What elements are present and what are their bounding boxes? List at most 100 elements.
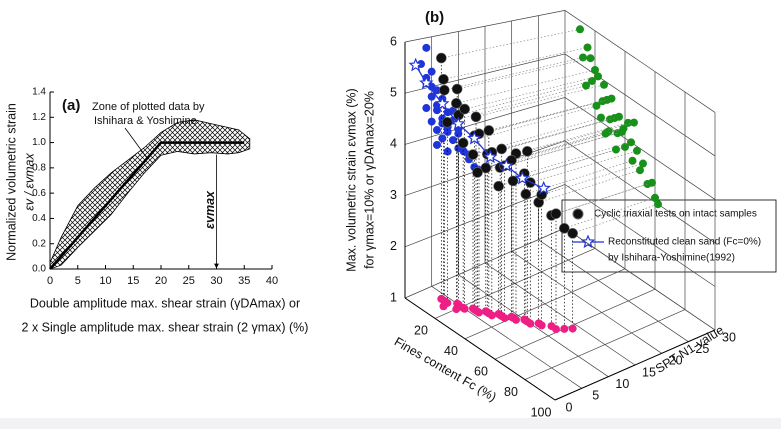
data-point [520,188,532,200]
wall-projection [615,112,623,121]
wall-grid-line [404,227,566,299]
data-point [419,75,434,90]
wall-grid-line [564,184,716,287]
projection-line [500,132,618,168]
wall-grid-line [564,10,716,113]
wall-projection [648,178,656,187]
wall-projection [433,140,441,149]
x-tick-label: 10 [99,275,111,287]
floor-projection [507,312,516,321]
data-point [439,84,450,96]
floor-projection [552,325,560,334]
wall-grid-line [404,97,566,145]
wall-projection [628,156,637,165]
projection-line [447,85,587,123]
x-tick-label: 100 [531,405,552,419]
wall-projection [583,43,592,52]
z-tick-label: 5 [390,85,397,99]
box-edge [404,297,556,401]
x-tick-label: 60 [474,364,488,378]
z-tick-label: 3 [390,188,397,202]
wall-projection [427,92,436,101]
wall-projection [601,129,610,138]
projection-line [572,203,659,234]
floor-projection [459,303,468,312]
wall-projection [443,108,452,117]
projection-line [443,47,588,80]
floor-projection [560,324,569,333]
x-tick-label: 5 [75,275,81,287]
data-band [49,119,251,270]
wall-projection [592,101,601,110]
data-point [408,57,423,72]
data-point [451,83,463,95]
wall-projection [582,81,590,90]
projection-line [475,84,605,118]
wall-projection [612,145,620,154]
data-point [442,117,453,128]
wall-projection [427,67,436,76]
panel-label: (b) [425,9,444,26]
z-tick-label: 2 [390,239,397,253]
floor-grid-line [538,239,689,342]
x-tick-label: 20 [414,324,428,338]
data-point [567,228,578,239]
panel-label: (a) [62,97,80,114]
x-tick-label: 0 [47,275,53,287]
z-axis-label: for γmax=10% or γDAmax=20% [362,91,376,269]
wall-projection [422,43,431,52]
wall-projection [627,138,635,147]
z-tick-label: 1 [390,290,397,304]
wall-projection [607,94,616,103]
projection-line [478,99,608,135]
y-tick-label: 0.6 [32,188,46,199]
data-point [515,170,530,185]
x-tick-label: 40 [444,344,458,358]
y-tick-label: 0.0 [32,264,46,275]
floor-projection [568,324,577,333]
projection-line [504,131,623,167]
wall-projection [600,80,608,89]
data-point [435,96,450,110]
floor-projection [443,298,452,307]
wall-projection [588,76,596,85]
box-edge [554,329,716,401]
y-tick-label: 15 [642,365,656,379]
projection-line [555,182,653,214]
projection-line [527,122,635,152]
data-point [451,98,462,109]
wall-projection [591,65,599,74]
annotation: Zone of plotted data by [92,101,205,113]
floor-projection [481,307,490,316]
data-point [436,52,447,64]
wall-projection [594,72,602,81]
x-tick-label: 80 [504,385,518,399]
wall-projection [433,86,441,95]
data-point [559,223,570,234]
data-point [536,180,551,195]
wall-projection [633,146,641,155]
projection-line [441,28,581,59]
y-tick-label: 1.2 [32,112,46,123]
wall-projection [576,25,584,34]
y-tick-label: 0.4 [32,213,46,224]
data-point [467,149,479,160]
x-axis-label: Double amplitude max. shear strain (γDAm… [30,296,300,310]
wall-projection [422,104,431,113]
y-tick-label: 20 [669,354,683,368]
legend-marker [572,208,584,220]
wall-projection [636,166,644,175]
wall-projection [433,126,441,135]
wall-projection [579,53,587,62]
wall-projection [438,134,447,143]
wall-projection [619,124,628,133]
floor-projection [494,310,503,319]
data-point [483,149,498,164]
data-point [550,208,562,219]
floor-projection [473,307,482,316]
projection-line [444,57,584,91]
y-tick-label: 30 [722,330,736,344]
annotation: Ishihara & Yoshimine [94,115,197,127]
floor-grid-line [484,262,636,366]
